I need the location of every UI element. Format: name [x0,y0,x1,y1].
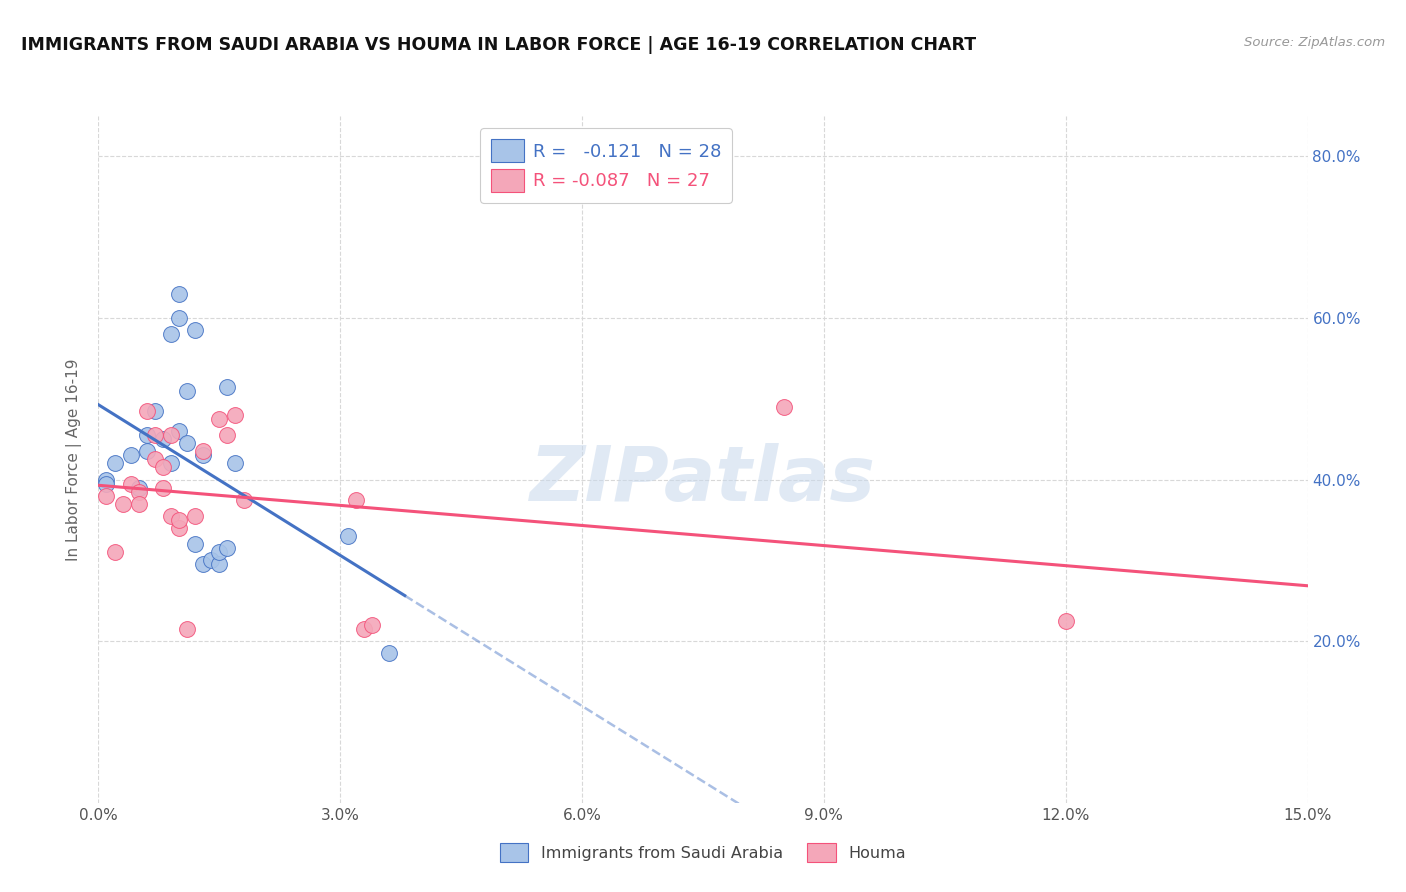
Point [152,432,174,446]
Point [96,489,118,503]
Point [208,412,231,426]
Point [160,327,183,342]
Point [224,457,246,471]
Point [160,428,183,442]
Y-axis label: In Labor Force | Age 16-19: In Labor Force | Age 16-19 [66,358,83,561]
Point [232,492,254,507]
Point [167,513,190,527]
Point [344,492,367,507]
Point [103,545,125,559]
Point [772,400,794,414]
Point [208,545,231,559]
Point [167,286,190,301]
Point [160,457,183,471]
Point [135,404,157,418]
Point [224,408,246,422]
Text: ZIPatlas: ZIPatlas [530,443,876,517]
Point [135,444,157,458]
Point [128,481,150,495]
Point [337,529,360,543]
Point [184,323,207,337]
Point [128,497,150,511]
Point [208,558,231,572]
Point [176,622,198,636]
Point [217,428,239,442]
Point [167,521,190,535]
Point [217,379,239,393]
Point [1054,614,1077,628]
Point [96,476,118,491]
Point [160,508,183,523]
Point [193,448,215,462]
Point [353,622,375,636]
Point [143,404,166,418]
Legend: Immigrants from Saudi Arabia, Houma: Immigrants from Saudi Arabia, Houma [492,835,914,871]
Point [193,444,215,458]
Point [361,618,384,632]
Point [167,424,190,438]
Point [143,452,166,467]
Point [184,537,207,551]
Point [377,646,399,660]
Point [152,460,174,475]
Point [120,448,142,462]
Point [152,481,174,495]
Point [128,484,150,499]
Text: Source: ZipAtlas.com: Source: ZipAtlas.com [1244,36,1385,49]
Point [135,428,157,442]
Point [120,476,142,491]
Point [217,541,239,556]
Text: IMMIGRANTS FROM SAUDI ARABIA VS HOUMA IN LABOR FORCE | AGE 16-19 CORRELATION CHA: IMMIGRANTS FROM SAUDI ARABIA VS HOUMA IN… [21,36,976,54]
Point [184,508,207,523]
Point [176,436,198,450]
Point [167,310,190,325]
Point [193,558,215,572]
Point [111,497,134,511]
Point [176,384,198,398]
Point [143,428,166,442]
Point [200,553,222,567]
Point [96,473,118,487]
Point [103,457,125,471]
